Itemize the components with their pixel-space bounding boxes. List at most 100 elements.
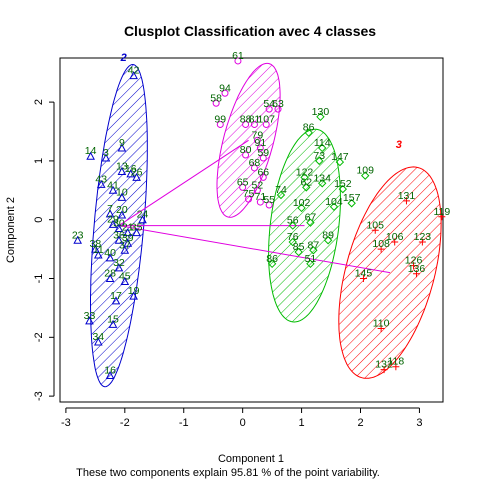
point-marker: [96, 179, 106, 188]
point-label: 9: [119, 137, 125, 149]
point-marker: [418, 238, 426, 246]
point-label: 63: [272, 98, 284, 110]
cluster-connector-line: [118, 225, 391, 274]
point-label: 75: [243, 188, 255, 200]
point-marker: [85, 316, 94, 325]
x-tick-label: -3: [61, 417, 71, 429]
point-marker: [105, 370, 115, 380]
point-label: 42: [128, 65, 140, 77]
cluster-label-2: 2: [120, 52, 127, 64]
point-marker: [111, 296, 121, 305]
point-label: 106: [386, 231, 404, 243]
point-marker: [377, 245, 385, 253]
point-label: 81: [249, 113, 261, 125]
cluster-connector-line: [118, 139, 249, 227]
point-label: 105: [366, 219, 384, 231]
point-label: 55: [263, 194, 275, 206]
point-label: 74: [275, 184, 287, 196]
point-label: 85: [293, 241, 305, 253]
point-marker: [288, 237, 297, 247]
point-label: 108: [372, 238, 390, 250]
point-marker: [265, 105, 273, 113]
point-label: 17: [110, 290, 122, 302]
point-marker: [323, 236, 333, 245]
point-marker: [108, 319, 118, 328]
point-label: 26: [131, 166, 143, 178]
point-label: 11: [93, 244, 104, 256]
chart-title: Clusplot Classification avec 4 classes: [124, 23, 376, 39]
point-marker: [318, 143, 327, 153]
point-marker: [114, 235, 124, 244]
point-label: 29: [107, 213, 119, 225]
point-marker: [129, 291, 138, 300]
point-label: 71: [254, 191, 266, 203]
point-label: 73: [313, 150, 325, 162]
point-label: 10: [116, 186, 128, 198]
point-label: 86: [266, 253, 278, 265]
point-marker: [316, 112, 325, 122]
y-tick-label: -2: [33, 332, 45, 342]
point-label: 13: [116, 160, 128, 172]
point-marker: [93, 250, 103, 259]
point-label: 102: [293, 197, 311, 209]
point-marker: [114, 223, 124, 233]
point-marker: [359, 275, 367, 283]
point-marker: [129, 71, 138, 80]
point-marker: [276, 190, 286, 200]
y-tick-label: 0: [33, 217, 45, 223]
point-marker: [117, 192, 127, 201]
point-label: 123: [414, 231, 432, 243]
point-marker: [216, 120, 224, 128]
point-marker: [265, 201, 273, 209]
point-label: 7: [107, 203, 113, 215]
chart-subtitle: These two components explain 95.81 % of …: [76, 467, 380, 479]
point-label: 52: [252, 179, 264, 191]
point-marker: [302, 183, 311, 192]
point-label: 58: [210, 92, 222, 104]
point-label: 118: [387, 356, 404, 368]
point-marker: [304, 128, 313, 137]
point-marker: [297, 203, 306, 213]
point-marker: [242, 120, 250, 128]
point-marker: [335, 157, 345, 167]
point-label: 36: [113, 229, 125, 241]
point-marker: [380, 366, 388, 374]
point-marker: [117, 210, 127, 219]
point-label: 16: [104, 365, 116, 377]
point-label: 147: [331, 151, 349, 163]
point-marker: [212, 99, 220, 107]
point-label: 76: [287, 231, 299, 243]
point-marker: [267, 259, 277, 269]
point-marker: [361, 171, 370, 180]
point-marker: [294, 247, 303, 257]
point-marker: [138, 215, 147, 224]
point-label: 28: [104, 268, 116, 280]
point-label: 24: [137, 209, 149, 221]
point-marker: [126, 169, 136, 178]
point-label: 152: [334, 178, 352, 190]
point-label: 20: [116, 204, 128, 216]
point-marker: [91, 244, 100, 253]
point-label: 80: [240, 144, 252, 156]
point-marker: [245, 195, 253, 203]
point-marker: [338, 184, 348, 194]
point-label: 33: [84, 310, 96, 322]
point-marker: [300, 173, 309, 182]
point-label: 107: [257, 113, 275, 125]
point-label: 30: [113, 218, 125, 230]
point-label: 32: [113, 257, 125, 269]
point-marker: [259, 154, 267, 162]
point-marker: [438, 213, 446, 221]
point-marker: [262, 120, 270, 128]
point-label: 54: [263, 98, 275, 110]
point-label: 3: [103, 147, 109, 159]
y-tick-label: -3: [33, 391, 45, 401]
point-marker: [117, 143, 127, 152]
point-label: 79: [252, 129, 264, 141]
point-marker: [108, 185, 118, 194]
point-marker: [105, 273, 115, 283]
point-label: 66: [257, 166, 269, 178]
point-marker: [391, 238, 399, 246]
point-label: 37: [119, 239, 131, 251]
